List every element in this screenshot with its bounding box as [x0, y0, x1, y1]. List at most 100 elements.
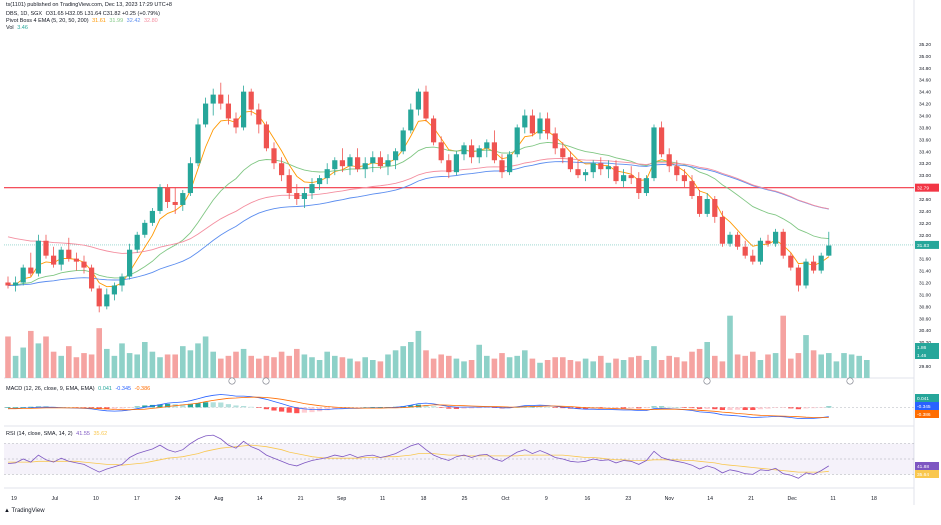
candle-body [522, 115, 528, 128]
time-axis-tick: 18 [871, 496, 877, 502]
candle-body [43, 240, 49, 256]
macd-signal-line [8, 396, 829, 418]
macd-histogram-bar [811, 407, 817, 409]
macd-histogram-bar [256, 407, 262, 408]
macd-histogram-bar [362, 407, 368, 408]
candle-body [203, 103, 209, 125]
volume-bar [446, 355, 452, 378]
macd-histogram-bar [453, 407, 459, 409]
candle-body [301, 193, 307, 199]
ema-value-200: 32.80 [143, 18, 158, 24]
volume-bar [438, 354, 444, 378]
macd-histogram-bar [332, 407, 338, 410]
price-axis-label-bg [915, 240, 939, 249]
time-axis-tick: 14 [257, 496, 263, 502]
price-axis-tick: 34.60 [919, 78, 931, 84]
volume-bar [484, 355, 490, 378]
macd-histogram-bar [20, 407, 26, 408]
time-axis-tick: Oct [501, 496, 510, 502]
macd-histogram-bar [5, 407, 11, 408]
candle-body [66, 249, 72, 259]
macd-histogram-bar [271, 407, 277, 411]
macd-histogram-bar [263, 407, 269, 410]
price-axis-tick: 33.80 [919, 125, 931, 131]
macd-histogram-bar [248, 406, 254, 408]
ema-label[interactable]: Pivot Boss 4 EMA (5, 20, 50, 200) [6, 18, 89, 24]
volume-bar [43, 336, 49, 378]
volume-bar [28, 330, 34, 378]
ema-line-200 [7, 158, 829, 254]
volume-bar [719, 361, 726, 378]
price-axis-tick: 34.40 [919, 90, 931, 96]
volume-bar [803, 335, 809, 378]
macd-label[interactable]: MACD (12, 26, close, 9, EMA, EMA) [6, 386, 95, 392]
price-axis-tick: 33.60 [919, 137, 931, 143]
volume-bar [385, 354, 391, 378]
volume-bar [598, 355, 604, 378]
volume-label[interactable]: Vol [6, 25, 14, 31]
time-axis-tick: 19 [11, 496, 17, 502]
price-axis-tick: 32.40 [919, 209, 931, 215]
volume-bar [833, 361, 840, 378]
macd-histogram-bar [210, 402, 216, 408]
volume-bar [453, 358, 460, 378]
rsi-axis-label-bg [915, 462, 939, 470]
volume-bar [780, 315, 786, 378]
volume-bar [12, 355, 19, 378]
macd-histogram-bar [803, 407, 809, 409]
volume-bar [271, 357, 277, 378]
price-axis-tick: 29.80 [919, 364, 931, 370]
candle-body [803, 261, 809, 286]
time-axis-tick: Nov [665, 496, 675, 502]
volume-bar [88, 354, 95, 378]
volume-bar [164, 354, 171, 378]
candle-body [393, 151, 399, 161]
macd-histogram-bar [461, 407, 467, 409]
volume-bar [476, 344, 482, 378]
volume-bar [689, 351, 695, 378]
symbol-label[interactable]: DBS, 1D, SGX [6, 11, 43, 17]
macd-histogram-bar [757, 407, 763, 410]
candle-body [560, 148, 566, 158]
volume-bar [658, 360, 665, 378]
macd-axis-label-bg [915, 394, 939, 402]
volume-bar [142, 342, 148, 378]
tradingview-logo[interactable]: ▲ TradingView [4, 508, 45, 514]
volume-bar [240, 348, 247, 378]
volume-bar [324, 351, 330, 378]
tradingview-label: TradingView [11, 508, 45, 514]
volume-bar [5, 336, 11, 378]
volume-bar [157, 357, 163, 378]
macd-histogram-bar [583, 407, 589, 409]
candle-body [286, 175, 292, 194]
volume-bar [339, 357, 346, 378]
volume-bar [50, 351, 57, 378]
macd-histogram-bar [134, 406, 140, 408]
volume-bar [134, 354, 140, 378]
macd-histogram-bar [484, 407, 490, 408]
volume-axis-label-bg [915, 343, 939, 351]
volume-bar [202, 336, 209, 378]
candle-body [332, 160, 338, 170]
volume-bar [810, 350, 817, 378]
candle-body [370, 157, 376, 164]
macd-histogram-bar [469, 407, 475, 409]
price-axis-tick: 33.40 [919, 149, 931, 155]
macd-histogram-bar [613, 407, 619, 409]
volume-bar [278, 351, 285, 378]
candle-body [256, 109, 262, 125]
rsi-label[interactable]: RSI (14, close, SMA, 14, 2) [6, 431, 73, 437]
candle-body [727, 234, 733, 244]
volume-bar [514, 355, 520, 378]
macd-histogram-bar [712, 407, 718, 410]
volume-bar [347, 358, 353, 378]
macd-histogram-bar [370, 407, 376, 408]
volume-bar [727, 315, 733, 378]
macd-histogram-bar [628, 407, 634, 409]
volume-bar [491, 358, 498, 378]
candle-body [347, 157, 353, 167]
volume-bar [765, 354, 771, 378]
volume-bar [696, 348, 703, 378]
volume-bar [628, 357, 634, 378]
